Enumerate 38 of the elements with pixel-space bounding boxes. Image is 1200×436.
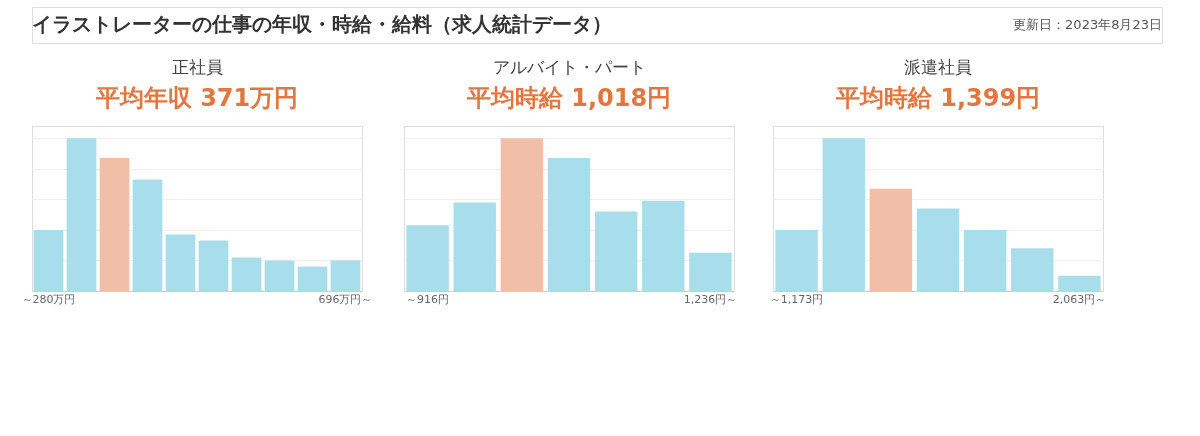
bar xyxy=(66,138,97,291)
bar xyxy=(1011,248,1054,291)
bar xyxy=(99,158,130,291)
x-tick-label: ～1,173円 xyxy=(769,292,824,306)
bar xyxy=(500,138,544,291)
bar xyxy=(132,179,163,291)
chart-subtitle: 平均時給 1,018円 xyxy=(465,84,672,112)
bar xyxy=(775,229,818,291)
x-tick-label: 1,236円～ xyxy=(683,292,738,306)
bar xyxy=(33,229,64,291)
bar xyxy=(264,260,295,291)
bar xyxy=(231,257,262,291)
bar xyxy=(594,211,638,291)
bar xyxy=(198,240,229,291)
chart-title: 正社員 xyxy=(171,57,223,77)
x-tick-label: 696万円～ xyxy=(318,292,373,306)
bar xyxy=(689,252,732,291)
bar xyxy=(406,225,449,291)
bar xyxy=(453,202,496,291)
bar xyxy=(869,188,913,291)
bar xyxy=(963,229,1007,291)
bar xyxy=(165,234,196,291)
text: 更新日：2023年8月23日 xyxy=(1013,17,1162,32)
bar xyxy=(1058,275,1101,291)
x-tick-label: 2,063円～ xyxy=(1052,292,1107,306)
bar xyxy=(297,266,328,291)
bar xyxy=(330,260,361,291)
text: イラストレーターの仕事の年収・時給・給料（求人統計データ） xyxy=(32,12,612,36)
bar xyxy=(547,158,591,291)
x-tick-label: ～280万円 xyxy=(21,292,76,306)
chart-title: 派遣社員 xyxy=(904,57,972,77)
chart-title: アルバイト・パート xyxy=(492,57,646,77)
bar xyxy=(642,200,685,291)
chart-subtitle: 平均時給 1,399円 xyxy=(834,84,1041,112)
bar xyxy=(822,138,865,291)
chart-subtitle: 平均年収 371万円 xyxy=(94,84,299,112)
x-tick-label: ～916円 xyxy=(406,292,450,306)
bar xyxy=(916,208,960,291)
